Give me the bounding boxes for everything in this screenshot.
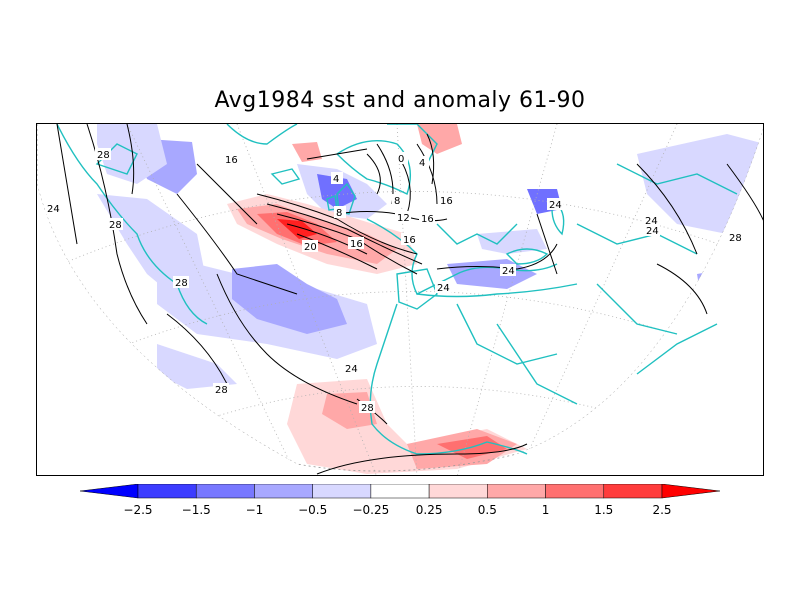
color-legend-label: −0.25 — [352, 503, 389, 517]
pos-anomaly-region — [292, 142, 322, 162]
contour-label: 28 — [729, 233, 742, 244]
anomaly-shading — [97, 124, 763, 474]
color-legend-label: −1.5 — [182, 503, 211, 517]
contour-label: 28 — [361, 403, 374, 414]
contour-label: 24 — [645, 216, 658, 227]
color-legend-cell — [195, 484, 255, 499]
color-legend-label: 0.25 — [416, 503, 443, 517]
contour-labels: 28 24 28 28 28 16 24 4 0 4 8 8 12 16 16 … — [45, 148, 743, 414]
neg-anomaly-region — [157, 344, 237, 389]
color-legend-cell — [254, 484, 313, 499]
neg-anomaly-region — [637, 134, 763, 234]
contour-label: 24 — [502, 266, 515, 277]
color-legend: −2.5 −1.5 −1 −0.5 −0.25 0.25 0.5 1 1.5 2.5 — [80, 484, 720, 517]
contour-label: 8 — [394, 196, 400, 207]
contour-label: 8 — [336, 208, 342, 219]
color-legend-label: 2.5 — [652, 503, 671, 517]
color-legend-cells — [80, 484, 720, 499]
contour-label: 12 — [397, 213, 410, 224]
contour-label: 24 — [47, 204, 60, 215]
contour-label: 20 — [304, 242, 317, 253]
color-legend-cell — [80, 484, 139, 499]
color-legend-label: 1.5 — [594, 503, 613, 517]
coastlines — [56, 124, 738, 455]
contour-label: 28 — [97, 150, 110, 161]
contour-label: 16 — [403, 235, 416, 246]
contour-label: 28 — [215, 385, 228, 396]
contour-label: 16 — [440, 196, 453, 207]
map-panel: 28 24 28 28 28 16 24 4 0 4 8 8 12 16 16 … — [36, 123, 764, 476]
color-legend-cell — [603, 484, 663, 499]
contour-label: 28 — [175, 278, 188, 289]
contour-label: 4 — [333, 174, 339, 185]
neg-anomaly-region — [97, 124, 167, 184]
contour-label: 24 — [437, 283, 450, 294]
contour-label: 16 — [225, 155, 238, 166]
color-legend-label: −2.5 — [123, 503, 152, 517]
neg-anomaly-region — [477, 229, 547, 254]
color-legend-labels: −2.5 −1.5 −1 −0.5 −0.25 0.25 0.5 1 1.5 2.5 — [123, 503, 671, 517]
contour-label: 24 — [549, 200, 562, 211]
contour-label: 24 — [345, 364, 358, 375]
contour-label: 24 — [646, 226, 659, 237]
contour-label: 4 — [419, 158, 425, 169]
color-legend-label: −0.5 — [298, 503, 327, 517]
color-legend-cell — [428, 484, 488, 499]
color-legend-label: 0.5 — [478, 503, 497, 517]
contour-label: 16 — [421, 214, 434, 225]
sst-anomaly-map: 28 24 28 28 28 16 24 4 0 4 8 8 12 16 16 … — [37, 124, 763, 475]
sst-contours — [56, 124, 763, 475]
color-legend-label: −1 — [246, 503, 264, 517]
color-legend-cell — [545, 484, 605, 499]
contour-label: 0 — [398, 154, 404, 165]
graticule — [37, 124, 763, 475]
color-legend-cell — [137, 484, 197, 499]
color-legend-cell — [661, 484, 720, 499]
color-legend-cell — [487, 484, 546, 499]
projection-boundary — [37, 124, 763, 472]
color-legend-cell — [312, 484, 372, 499]
color-legend-label: 1 — [542, 503, 550, 517]
projection-mask-left — [37, 184, 297, 475]
contour-label: 16 — [350, 239, 363, 250]
map-title: Avg1984 sst and anomaly 61-90 — [214, 88, 586, 113]
color-legend-cell — [370, 484, 430, 499]
projection-mask-right — [517, 129, 763, 475]
pos-anomaly-region — [417, 124, 462, 154]
contour-label: 28 — [109, 220, 122, 231]
